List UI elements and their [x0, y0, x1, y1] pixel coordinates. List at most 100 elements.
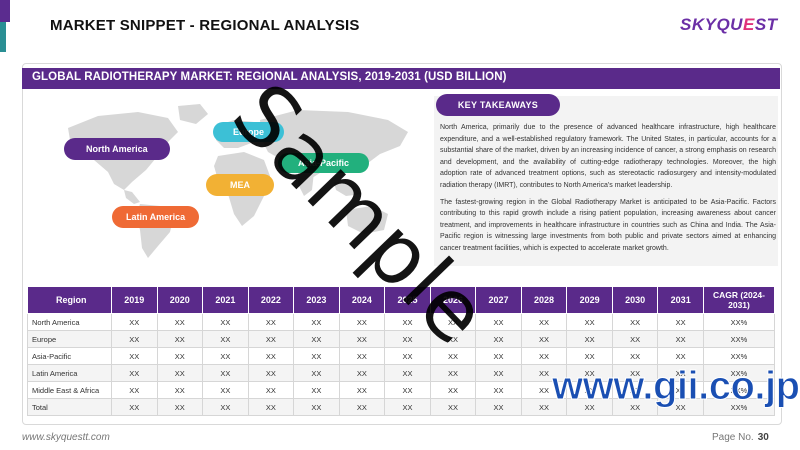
- value-cell: XX: [293, 398, 340, 416]
- cagr-cell: XX%: [703, 330, 775, 348]
- value-cell: XX: [202, 398, 249, 416]
- value-cell: XX: [247, 364, 295, 382]
- header-cagr: CAGR (2024-2031): [703, 286, 775, 314]
- header-year: 2026: [429, 286, 477, 314]
- value-cell: XX: [566, 313, 613, 331]
- region-bubble-europe: Europe: [213, 122, 285, 142]
- row-region-cell: North America: [27, 313, 112, 331]
- cagr-cell: XX%: [703, 347, 775, 365]
- header-year: 2024: [338, 286, 386, 314]
- map-greenland: [178, 104, 208, 124]
- key-takeaways-panel: [434, 96, 778, 266]
- header-year: 2027: [475, 286, 522, 314]
- value-cell: XX: [156, 381, 204, 399]
- value-cell: XX: [111, 330, 158, 348]
- value-cell: XX: [566, 330, 613, 348]
- value-cell: XX: [384, 364, 431, 382]
- value-cell: XX: [657, 347, 704, 365]
- header-region: Region: [27, 286, 112, 314]
- section-banner: [22, 68, 780, 89]
- section-banner-title: GLOBAL RADIOTHERAPY MARKET: REGIONAL ANA…: [32, 71, 507, 83]
- value-cell: XX: [338, 364, 386, 382]
- header-year: 2028: [520, 286, 568, 314]
- key-takeaways-text: North America, primarily due to the pres…: [440, 122, 776, 260]
- value-cell: XX: [111, 398, 158, 416]
- table-row: North America XX XX XX XX XX XX XX XX XX XX XX XX XX X…: [27, 313, 775, 331]
- value-cell: XX: [156, 364, 204, 382]
- value-cell: XX: [338, 398, 386, 416]
- value-cell: XX: [657, 313, 704, 331]
- value-cell: XX: [247, 398, 295, 416]
- header-year: 2023: [293, 286, 340, 314]
- row-region-cell: Asia-Pacific: [27, 347, 112, 365]
- value-cell: XX: [611, 313, 659, 331]
- gii-watermark: www.gii.co.jp: [552, 364, 800, 409]
- value-cell: XX: [611, 398, 659, 416]
- footer-url: www.skyquestt.com: [22, 432, 110, 443]
- value-cell: XX: [156, 398, 204, 416]
- value-cell: XX: [156, 330, 204, 348]
- header-year: 2021: [202, 286, 249, 314]
- regional-table: Region 2019 2020 2021 2022 2023 2024 202…: [27, 286, 775, 416]
- value-cell: XX: [429, 381, 477, 399]
- value-cell: XX: [657, 330, 704, 348]
- row-region-cell: Latin America: [27, 364, 112, 382]
- value-cell: XX: [566, 347, 613, 365]
- value-cell: XX: [475, 364, 522, 382]
- value-cell: XX: [520, 398, 568, 416]
- takeaway-paragraph-1: North America, primarily due to the pres…: [440, 124, 776, 189]
- value-cell: XX: [611, 347, 659, 365]
- table-header-row: Region 2019 2020 2021 2022 2023 2024 202…: [27, 286, 775, 314]
- value-cell: XX: [657, 364, 704, 382]
- map-central-america: [124, 190, 140, 204]
- value-cell: XX: [429, 330, 477, 348]
- region-bubble-north-america: North America: [64, 138, 170, 160]
- table-row: Europe XX XX XX XX XX XX XX XX XX XX XX XX XX XX%: [27, 330, 775, 348]
- value-cell: XX: [202, 364, 249, 382]
- row-region-cell: Europe: [27, 330, 112, 348]
- region-bubble-latin-america: Latin America: [112, 206, 200, 228]
- skyquest-logo: SKYQUEST: [680, 15, 778, 34]
- value-cell: XX: [475, 398, 522, 416]
- value-cell: XX: [566, 398, 613, 416]
- cagr-cell: XX%: [703, 398, 775, 416]
- header-year: 2031: [657, 286, 704, 314]
- header-year: 2030: [611, 286, 659, 314]
- value-cell: XX: [156, 347, 204, 365]
- value-cell: XX: [293, 364, 340, 382]
- corner-accent: [0, 0, 10, 22]
- value-cell: XX: [111, 381, 158, 399]
- takeaway-paragraph-2: The fastest-growing region in the Global…: [440, 198, 776, 252]
- value-cell: XX: [202, 330, 249, 348]
- row-region-cell: Total: [27, 398, 112, 416]
- value-cell: XX: [475, 330, 522, 348]
- value-cell: XX: [384, 398, 431, 416]
- header-year: 2022: [247, 286, 295, 314]
- value-cell: XX: [202, 381, 249, 399]
- value-cell: XX: [293, 330, 340, 348]
- region-bubble-mea: MEA: [206, 174, 274, 196]
- header-year: 2029: [566, 286, 613, 314]
- table-row: Latin America XX XX XX XX XX XX XX XX XX XX XX XX XX X…: [27, 364, 775, 382]
- value-cell: XX: [293, 381, 340, 399]
- value-cell: XX: [338, 381, 386, 399]
- map-india: [298, 170, 314, 196]
- value-cell: XX: [429, 364, 477, 382]
- key-takeaways-title: KEY TAKEAWAYS: [436, 94, 560, 116]
- map-australia: [346, 206, 388, 234]
- value-cell: XX: [475, 381, 522, 399]
- page-number: Page No. 30: [712, 432, 769, 443]
- header-year: 2019: [111, 286, 158, 314]
- map-se-asia: [334, 182, 362, 196]
- value-cell: XX: [111, 364, 158, 382]
- header-year: 2020: [156, 286, 204, 314]
- header-year: 2025: [384, 286, 431, 314]
- value-cell: XX: [247, 330, 295, 348]
- cagr-cell: XX%: [703, 313, 775, 331]
- value-cell: XX: [611, 330, 659, 348]
- value-cell: XX: [111, 347, 158, 365]
- corner-accent-teal: [0, 22, 6, 52]
- value-cell: XX: [657, 398, 704, 416]
- page-title: MARKET SNIPPET - REGIONAL ANALYSIS: [50, 17, 360, 34]
- sample-watermark: Sample: [213, 64, 508, 364]
